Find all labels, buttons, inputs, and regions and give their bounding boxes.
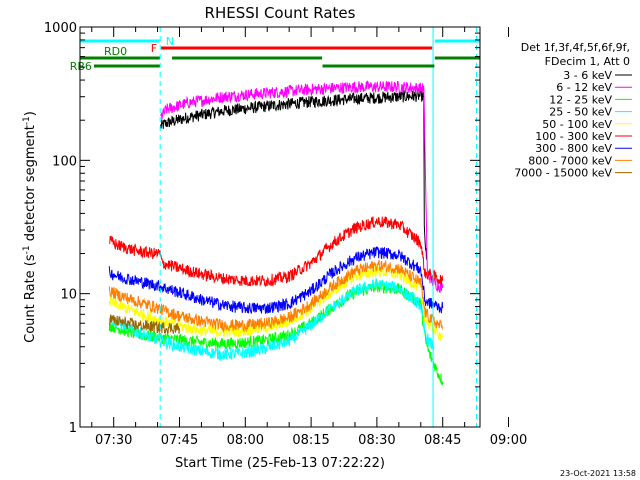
- x-axis: 07:30 07:45 08:00 08:15 08:30 08:45 09:00: [91, 27, 527, 448]
- y-axis-label: Count Rate (s-1 detector segment-1): [22, 111, 38, 343]
- x-tick-label: 08:30: [358, 433, 395, 448]
- legend-label-7000-15000-kev: 7000 - 15000 keV: [514, 167, 612, 180]
- y-axis-label-sup1: -1: [22, 245, 32, 254]
- bar-label-rd0: RD0: [104, 45, 127, 58]
- legend-label-6-12-kev: 6 - 12 keV: [556, 81, 612, 94]
- y-axis-label-sup2: -1: [22, 116, 32, 125]
- series-line-25-50-kev: [108, 277, 435, 362]
- series-line-50-100-kev: [108, 263, 444, 341]
- x-tick-label: 07:45: [161, 433, 198, 448]
- x-tick-label: 08:15: [292, 433, 329, 448]
- plot-frame: [79, 26, 481, 428]
- chart-title: RHESSI Count Rates: [205, 4, 356, 22]
- legend-label-25-50-kev: 25 - 50 keV: [549, 106, 612, 119]
- legend-label-100-300-kev: 100 - 300 keV: [535, 130, 612, 143]
- bar-label-f: F: [151, 42, 157, 55]
- y-tick-label: 1: [69, 421, 77, 436]
- footer-timestamp: 23-Oct-2021 13:58: [560, 469, 636, 478]
- x-tick-label: 07:30: [95, 433, 132, 448]
- y-tick-label: 1000: [44, 21, 77, 36]
- series-line-800-7000-kev: [108, 259, 444, 334]
- x-tick-label: 08:00: [227, 433, 264, 448]
- legend-label-3-6-kev: 3 - 6 keV: [563, 69, 612, 82]
- legend-label-50-100-kev: 50 - 100 keV: [542, 118, 612, 131]
- series-line-300-800-kev: [108, 246, 444, 314]
- y-axis-label-part1: Count Rate (s: [23, 254, 38, 343]
- attenuator-bars-layer: NF RD0 RB6: [70, 35, 480, 73]
- legend-label-12-25-kev: 12 - 25 keV: [549, 93, 612, 106]
- x-tick-label: 08:45: [424, 433, 461, 448]
- legend: Det 1f,3f,4f,5f,6f,9f, FDecim 1, Att 0 3…: [514, 41, 632, 180]
- legend-header-line1: Det 1f,3f,4f,5f,6f,9f,: [521, 41, 630, 54]
- y-axis-label-part3: ): [23, 111, 38, 116]
- y-axis: 1 10 100 1000: [44, 21, 480, 436]
- x-axis-label: Start Time (25-Feb-13 07:22:22): [175, 456, 385, 471]
- y-tick-label: 10: [60, 288, 77, 303]
- y-tick-label: 100: [52, 154, 77, 169]
- x-tick-label: 09:00: [490, 433, 527, 448]
- series-line-6-12-kev: [160, 80, 444, 293]
- series-layer: [108, 80, 444, 386]
- legend-header-line2: FDecim 1, Att 0: [545, 55, 630, 68]
- bar-label-n: N: [166, 35, 174, 48]
- bar-label-rb6: RB6: [70, 60, 92, 73]
- y-axis-label-part2: detector segment: [23, 125, 38, 245]
- legend-label-300-800-kev: 300 - 800 keV: [535, 142, 612, 155]
- legend-label-800-7000-kev: 800 - 7000 keV: [528, 154, 612, 167]
- series-line-100-300-kev: [108, 216, 444, 288]
- series-line-7000-15000-kev: [108, 314, 180, 335]
- series-line-3-6-kev: [160, 89, 427, 260]
